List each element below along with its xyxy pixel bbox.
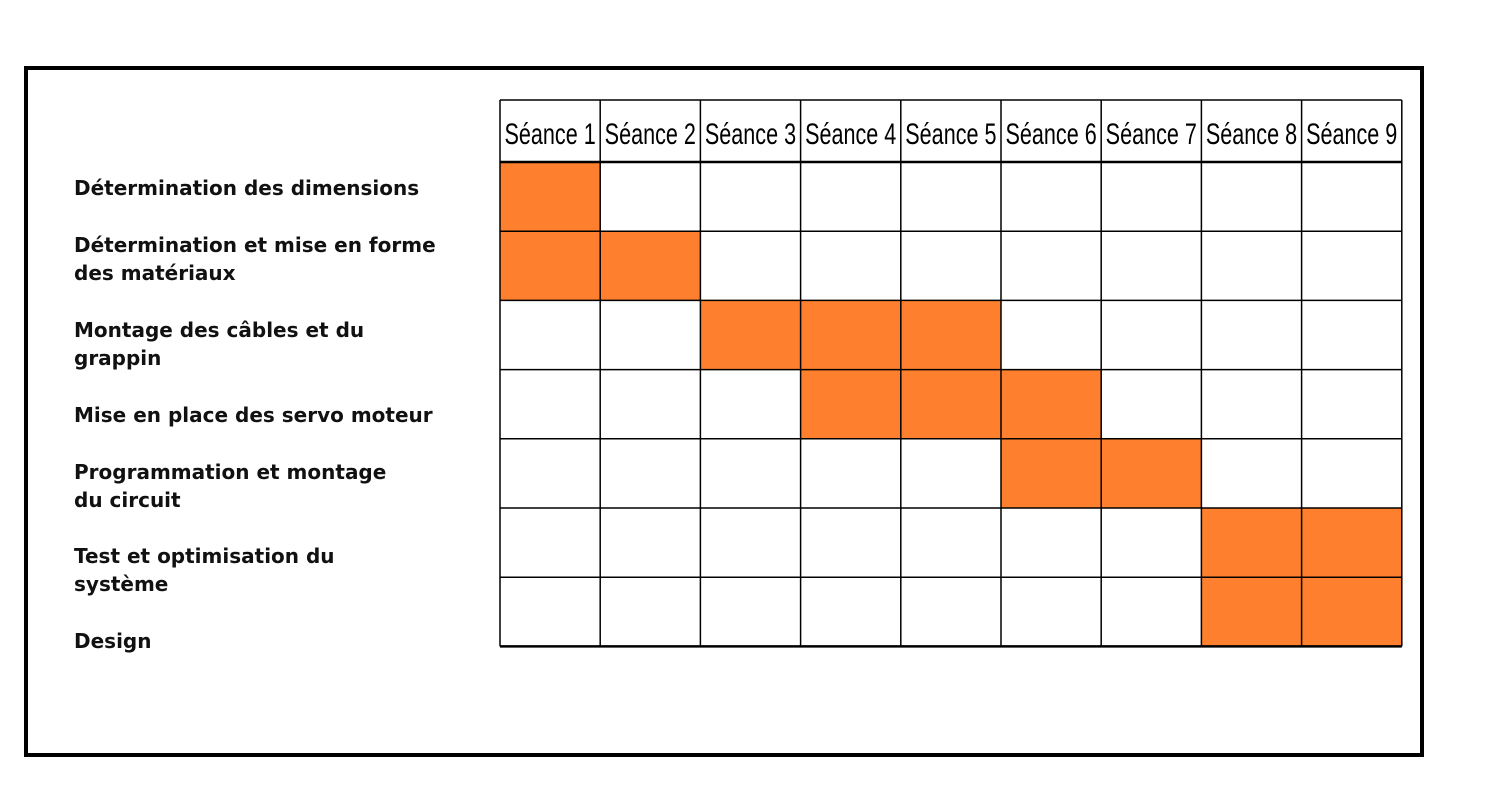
gantt-cell-filled: [800, 300, 901, 370]
session-header-1: Séance 1: [504, 116, 595, 150]
gantt-cell-filled: [900, 300, 1001, 370]
gantt-cell-filled: [1201, 577, 1302, 647]
gantt-cell-filled: [600, 231, 701, 301]
task-label-dimensions: Détermination des dimensions: [74, 176, 420, 200]
chart-frame: [24, 66, 1424, 757]
gantt-cell-filled: [1101, 438, 1202, 508]
task-label-cables: Montage des câbles et du grappin: [74, 318, 365, 370]
session-header-3: Séance 3: [705, 116, 796, 150]
session-header-6: Séance 6: [1005, 116, 1096, 150]
gantt-cell-filled: [1001, 438, 1102, 508]
session-header-4: Séance 4: [805, 116, 896, 150]
gantt-cell-filled: [800, 369, 901, 439]
session-header-2: Séance 2: [605, 116, 696, 150]
task-label-servo: Mise en place des servo moteur: [74, 403, 433, 427]
task-label-materiaux: Détermination et mise en forme des matér…: [74, 233, 436, 285]
gantt-cell-filled: [500, 231, 601, 301]
task-label-test: Test et optimisation du système: [74, 544, 335, 596]
gantt-cell-filled: [1301, 577, 1402, 647]
gantt-cell-filled: [1001, 369, 1102, 439]
gantt-cell-filled: [1301, 508, 1402, 578]
task-label-programmation: Programmation et montage du circuit: [74, 460, 387, 512]
session-header-7: Séance 7: [1106, 116, 1197, 150]
gantt-cell-filled: [500, 162, 601, 232]
session-header-5: Séance 5: [905, 116, 996, 150]
session-header-9: Séance 9: [1306, 116, 1397, 150]
gantt-cell-filled: [700, 300, 801, 370]
gantt-cell-filled: [1201, 508, 1302, 578]
task-label-design: Design: [74, 629, 152, 653]
session-header-8: Séance 8: [1206, 116, 1297, 150]
gantt-cell-filled: [900, 369, 1001, 439]
